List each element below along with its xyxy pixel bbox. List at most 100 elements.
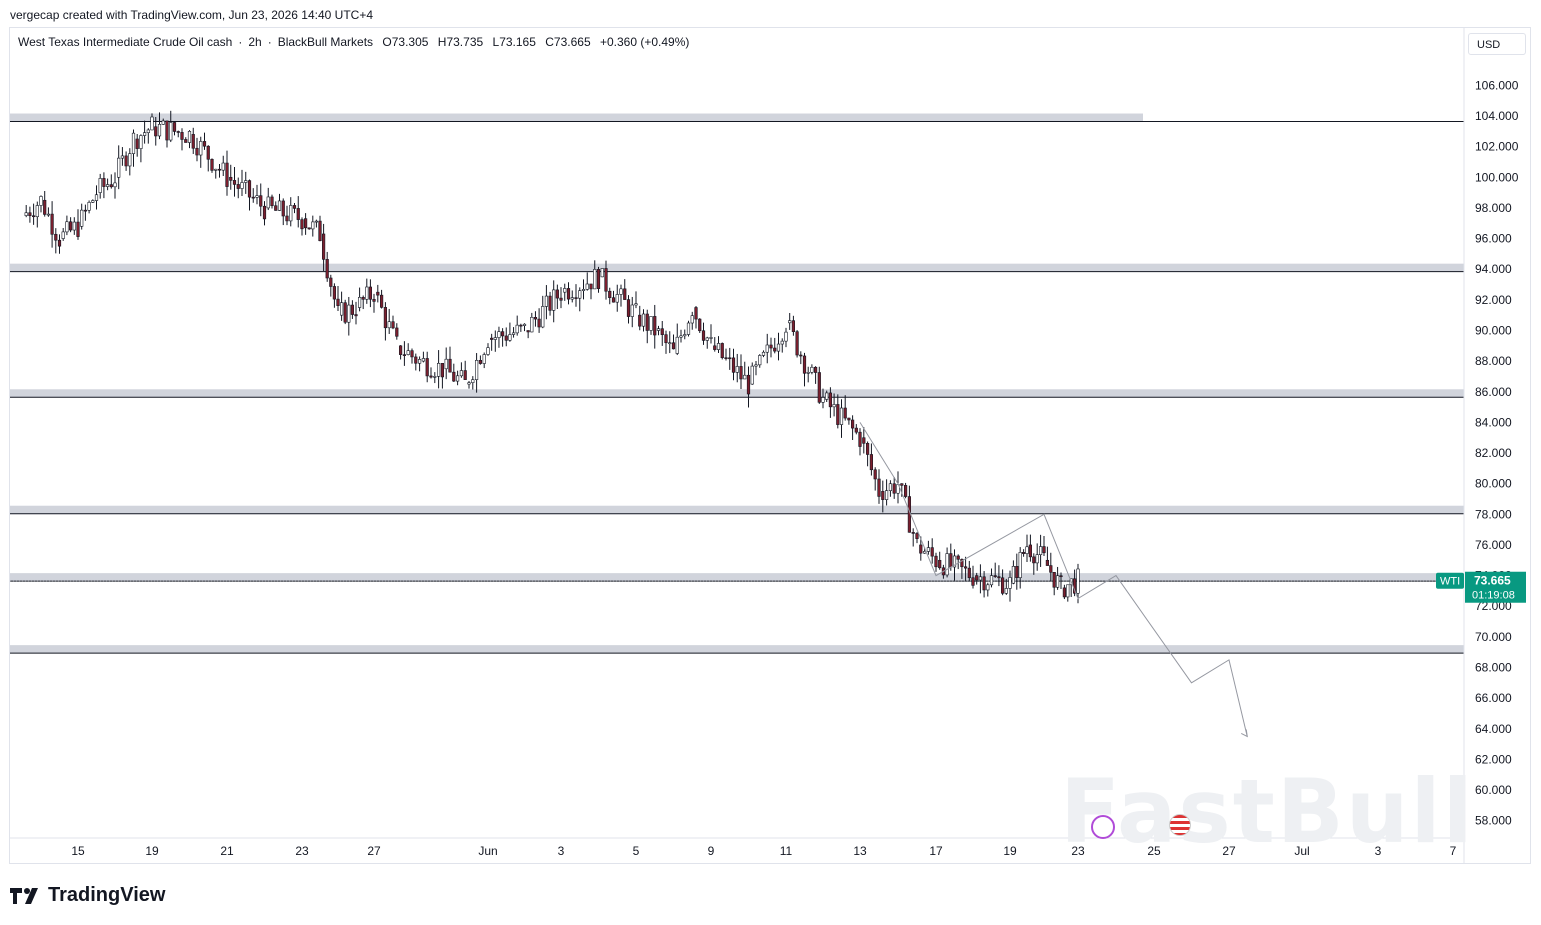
candle[interactable] (281, 200, 285, 217)
candle[interactable] (884, 490, 889, 500)
candle[interactable] (589, 283, 593, 290)
candle[interactable] (421, 358, 426, 362)
candle[interactable] (1052, 571, 1056, 588)
candle[interactable] (91, 200, 95, 203)
candle[interactable] (795, 331, 799, 356)
candle[interactable] (50, 213, 54, 235)
candle[interactable] (471, 379, 475, 383)
candle[interactable] (508, 334, 512, 341)
candle[interactable] (474, 360, 479, 380)
support-resistance-zone[interactable] (10, 505, 1464, 514)
candle[interactable] (1059, 575, 1063, 578)
candle[interactable] (956, 555, 960, 560)
candle[interactable] (455, 375, 460, 382)
candle[interactable] (765, 344, 769, 353)
candle[interactable] (623, 288, 627, 300)
candle[interactable] (87, 202, 91, 211)
candle[interactable] (311, 221, 315, 230)
candle[interactable] (758, 355, 762, 366)
candle[interactable] (1076, 568, 1080, 594)
candle[interactable] (262, 205, 267, 220)
candle[interactable] (832, 404, 836, 408)
candle[interactable] (788, 320, 792, 324)
candle[interactable] (679, 335, 683, 338)
candle[interactable] (888, 483, 892, 491)
candle[interactable] (593, 269, 597, 290)
candle[interactable] (172, 122, 177, 132)
lightning-icon[interactable] (1091, 815, 1115, 839)
support-resistance-zone[interactable] (10, 389, 1464, 398)
candle[interactable] (493, 337, 497, 340)
candle[interactable] (578, 290, 582, 299)
candle[interactable] (357, 297, 362, 308)
candle[interactable] (440, 363, 445, 378)
candle[interactable] (619, 288, 623, 295)
candle[interactable] (993, 575, 997, 577)
candle[interactable] (206, 145, 210, 160)
candle[interactable] (713, 345, 717, 350)
support-resistance-zone[interactable] (10, 113, 1143, 122)
candle[interactable] (522, 323, 527, 326)
candle[interactable] (365, 286, 369, 300)
candle[interactable] (217, 168, 222, 171)
candle[interactable] (429, 375, 433, 378)
candle[interactable] (975, 575, 979, 581)
candle[interactable] (195, 147, 199, 156)
candle[interactable] (604, 268, 608, 292)
candle[interactable] (467, 382, 471, 385)
candle[interactable] (828, 392, 832, 408)
candle[interactable] (490, 337, 494, 340)
candle[interactable] (934, 555, 938, 568)
candle[interactable] (611, 297, 616, 303)
candle[interactable] (750, 365, 754, 385)
candle[interactable] (877, 478, 881, 497)
candle[interactable] (690, 315, 694, 324)
candle[interactable] (862, 437, 866, 444)
candle[interactable] (537, 318, 541, 328)
candle[interactable] (938, 559, 942, 569)
candle[interactable] (1000, 577, 1005, 594)
candle[interactable] (548, 295, 552, 311)
candle[interactable] (436, 363, 441, 377)
candle[interactable] (566, 288, 571, 300)
candle[interactable] (919, 544, 923, 554)
candle[interactable] (321, 233, 326, 260)
candle[interactable] (656, 328, 661, 331)
candle[interactable] (1062, 587, 1066, 598)
candle[interactable] (850, 419, 855, 429)
candle[interactable] (813, 366, 818, 373)
support-resistance-zone[interactable] (10, 573, 1464, 582)
candle[interactable] (180, 132, 184, 140)
projection-path[interactable] (859, 422, 1248, 737)
candle[interactable] (683, 334, 687, 337)
candle[interactable] (113, 182, 117, 188)
candle[interactable] (336, 298, 340, 306)
candle[interactable] (199, 141, 203, 156)
candle[interactable] (694, 307, 698, 320)
candle[interactable] (705, 337, 709, 341)
candle[interactable] (739, 366, 743, 380)
us-flag-icon[interactable] (1169, 814, 1191, 836)
candle[interactable] (720, 343, 724, 359)
candle[interactable] (915, 533, 919, 539)
candle[interactable] (76, 221, 80, 237)
candle[interactable] (329, 277, 333, 287)
candle[interactable] (873, 469, 877, 480)
candle[interactable] (515, 324, 519, 334)
candle[interactable] (354, 314, 358, 317)
currency-button[interactable]: USD (1468, 33, 1526, 55)
candle[interactable] (1025, 546, 1029, 554)
candle[interactable] (102, 178, 106, 187)
candle[interactable] (255, 195, 259, 198)
candle[interactable] (971, 577, 975, 586)
candle[interactable] (497, 331, 501, 338)
support-resistance-zone[interactable] (10, 263, 1464, 272)
candle[interactable] (799, 354, 803, 357)
candle[interactable] (259, 195, 263, 207)
candle[interactable] (372, 298, 376, 302)
candle[interactable] (709, 337, 713, 339)
candle[interactable] (379, 294, 384, 308)
candle[interactable] (139, 135, 143, 149)
candle[interactable] (900, 483, 904, 486)
candle[interactable] (292, 205, 297, 209)
